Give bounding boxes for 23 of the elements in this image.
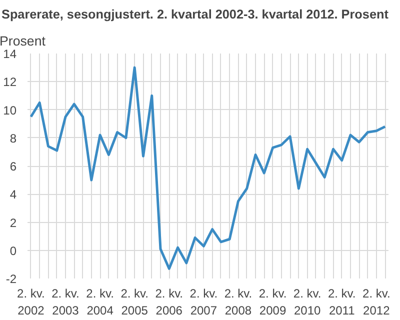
x-tick-label: 2. kv. 2008	[224, 286, 252, 318]
x-tick-label: 2. kv. 2006	[155, 286, 184, 318]
x-tick-label: 2. kv. 2002	[17, 286, 45, 318]
x-tick-label: 2. kv. 2011	[328, 286, 356, 318]
x-tick-label: 2. kv. 2005	[120, 286, 148, 318]
y-tick-label: 4	[10, 188, 17, 202]
y-tick-label: 6	[10, 160, 17, 174]
x-tick-label: 2. kv. 2012	[362, 286, 390, 318]
x-tick-label: 2. kv. 2003	[52, 286, 80, 318]
x-tick-label: 2. kv. 2007	[190, 286, 218, 318]
y-tick-label: 8	[10, 131, 17, 146]
chart-title: Sparerate, sesongjustert. 2. kvartal 2002-3. kvartal 2012. Prosent	[2, 8, 390, 22]
y-tick-label: 10	[3, 103, 17, 118]
x-tick-label: 2. kv. 2010	[293, 286, 322, 318]
y-tick-label: 0	[10, 244, 17, 258]
x-tick-label: 2. kv. 2009	[258, 286, 287, 318]
y-axis-title: Prosent	[0, 34, 46, 48]
y-tick-label: 12	[3, 75, 17, 90]
y-tick-label: 14	[3, 47, 17, 61]
line-series	[30, 66, 386, 270]
x-tick-label: 2. kv. 2004	[86, 286, 114, 318]
y-tick-label: 2	[10, 216, 17, 230]
y-tick-label: -2	[6, 272, 17, 286]
